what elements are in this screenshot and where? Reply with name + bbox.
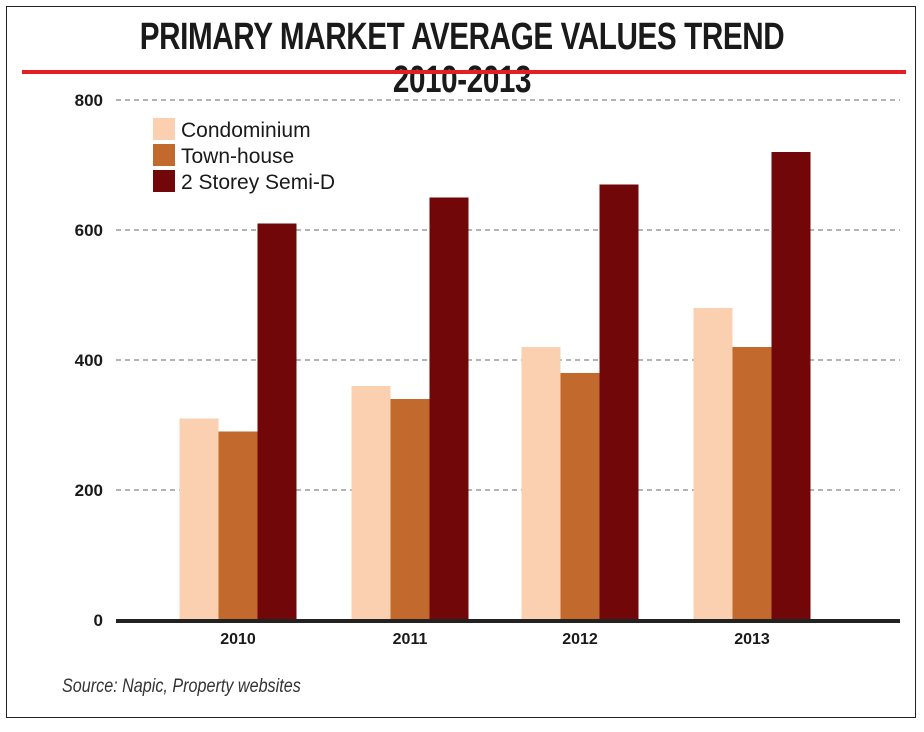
bar-town-house-2013 [732,347,772,620]
legend-label: Town-house [181,145,294,168]
source-note: Source: Napic, Property websites [62,676,301,697]
chart-title: PRIMARY MARKET AVERAGE VALUES TREND 2010… [139,16,785,101]
y-tick-label: 200 [75,481,103,500]
bar-condominium-2010 [179,418,219,620]
y-tick-label: 0 [94,611,103,630]
bar-2-storey-semi-d-2011 [429,197,469,620]
legend-label: 2 Storey Semi-D [181,171,335,194]
bars [179,152,811,620]
bar-2-storey-semi-d-2010 [257,223,297,620]
x-tick-label: 2012 [562,631,598,648]
bar-town-house-2010 [218,431,258,620]
bar-town-house-2011 [390,399,430,620]
title-rule [22,70,906,74]
x-axis: 2010 2011 2012 2013 [116,619,900,648]
legend-swatch [153,170,175,192]
bar-2-storey-semi-d-2012 [599,184,639,620]
legend-label: Condominium [181,119,311,142]
bar-town-house-2012 [560,373,600,620]
legend-swatch [153,144,175,166]
y-tick-label: 800 [75,91,103,110]
y-tick-label: 400 [75,351,103,370]
y-axis-ticks: 0 200 400 600 800 [75,91,103,630]
bar-condominium-2012 [521,347,561,620]
bar-2-storey-semi-d-2013 [771,152,811,620]
bar-condominium-2011 [351,386,391,620]
x-tick-label: 2010 [220,631,256,648]
legend: Condominium Town-house 2 Storey Semi-D [153,118,335,194]
x-tick-label: 2011 [393,631,428,648]
x-tick-label: 2013 [734,631,770,648]
bar-condominium-2013 [693,308,733,620]
y-tick-label: 600 [75,221,103,240]
legend-swatch [153,118,175,140]
